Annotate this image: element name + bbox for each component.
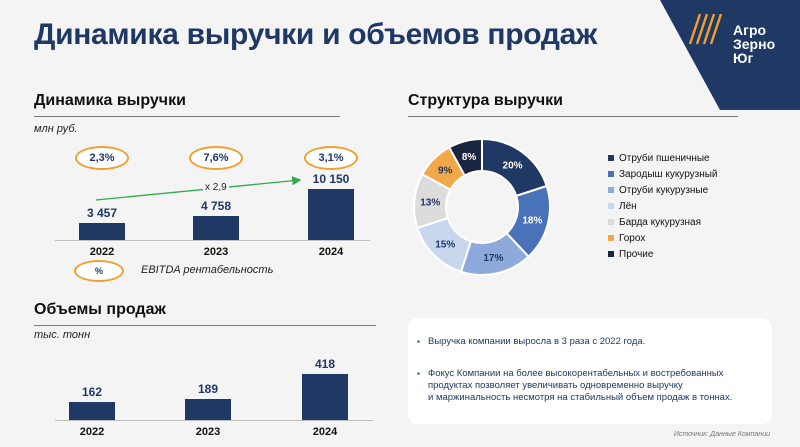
legend-item: Отруби кукурузные [608,182,718,198]
donut-value-label: 20% [503,160,523,171]
donut-value-label: 15% [435,239,455,250]
volume-year-label: 2024 [312,426,338,438]
note-item: ▪ Выручка компании выросла в 3 раза с 20… [417,336,646,348]
volume-bar [185,399,231,420]
legend-label: Прочие [619,248,654,260]
revenue-year-label: 2022 [89,246,115,258]
legend-swatch [608,219,614,225]
volume-year-label: 2022 [79,426,105,438]
structure-section-rule [408,116,738,117]
donut-legend: Отруби пшеничные Зародыш кукурузный Отру… [608,150,718,262]
revenue-section-title: Динамика выручки [34,92,186,109]
legend-label: Зародыш кукурузный [619,168,718,180]
note-text: Фокус Компании на более высокорентабельн… [428,368,724,379]
volume-bar [69,402,115,420]
volumes-unit: тыс. тонн [34,329,91,341]
donut-value-label: 18% [522,215,542,226]
revenue-bar [308,189,354,240]
volume-value-label: 162 [81,385,103,400]
note-text: Выручка компании выросла в 3 раза с 2022… [428,336,646,347]
growth-multiplier-label: x 2,9 [203,182,229,193]
notes-box: ▪ Выручка компании выросла в 3 раза с 20… [408,318,772,424]
legend-swatch [608,235,614,241]
logo-stripes-icon [688,14,723,45]
bullet-icon: ▪ [417,369,420,378]
logo-text-line-1: Агро [733,22,767,38]
ebitda-legend-label: EBITDA рентабельность [141,264,274,276]
volume-year-label: 2023 [195,426,221,438]
legend-label: Горох [619,232,646,244]
revenue-year-label: 2024 [318,246,344,258]
note-item: ▪ Фокус Компании на более высокорентабел… [417,368,733,404]
source-note: Источник: Данные Компании [673,431,770,438]
legend-swatch [608,187,614,193]
revenue-value-label: 10 150 [312,172,350,186]
volume-bar [302,374,348,420]
revenue-section-rule [34,116,340,117]
revenue-unit: млн руб. [34,123,78,135]
ebitda-legend-symbol: % [74,260,124,282]
ebitda-ellipse: 3,1% [304,146,358,170]
growth-arrow [95,176,302,201]
note-text: продуктах позволяет увеличивать одноврем… [428,380,683,391]
legend-swatch [608,203,614,209]
legend-item: Горох [608,230,718,246]
volume-value-label: 418 [314,357,336,371]
revenue-year-label: 2023 [203,246,229,258]
donut-slice [447,137,483,177]
legend-label: Отруби кукурузные [619,184,709,196]
donut-value-label: 17% [483,253,503,264]
revenue-value-label: 3 457 [86,205,118,220]
legend-item: Отруби пшеничные [608,150,718,166]
logo-text-line-2: Зерно [733,36,776,52]
volumes-axis [55,420,373,421]
note-text: и маржинальность несмотря на стабильный … [428,392,733,403]
revenue-bar [79,222,125,240]
revenue-bar [193,216,239,240]
bullet-icon: ▪ [417,337,420,346]
ebitda-ellipse: 7,6% [189,146,243,170]
legend-item: Барда кукурузная [608,214,718,230]
legend-swatch [608,155,614,161]
legend-swatch [608,171,614,177]
logo: Агро Зерно Юг [625,0,800,110]
legend-item: Лён [608,198,718,214]
legend-label: Отруби пшеничные [619,152,710,164]
revenue-value-label: 4 758 [200,199,232,214]
revenue-structure-donut: 20% 18% 17% 15% 13% 9% 8% [413,137,551,276]
volumes-section-rule [34,325,376,326]
legend-item: Зародыш кукурузный [608,166,718,182]
donut-value-label: 8% [462,152,477,163]
donut-value-label: 9% [438,166,453,177]
revenue-axis [55,240,370,241]
donut-value-label: 13% [420,198,440,209]
page-title: Динамика выручки и объемов продаж [34,18,597,51]
legend-label: Барда кукурузная [619,216,702,228]
volume-value-label: 189 [197,382,219,397]
legend-swatch [608,251,614,257]
legend-item: Прочие [608,246,718,262]
ebitda-ellipse: 2,3% [75,146,129,170]
legend-label: Лён [619,200,637,212]
volumes-section-title: Объемы продаж [34,301,166,318]
logo-text-line-3: Юг [733,50,754,66]
structure-section-title: Структура выручки [408,92,563,109]
